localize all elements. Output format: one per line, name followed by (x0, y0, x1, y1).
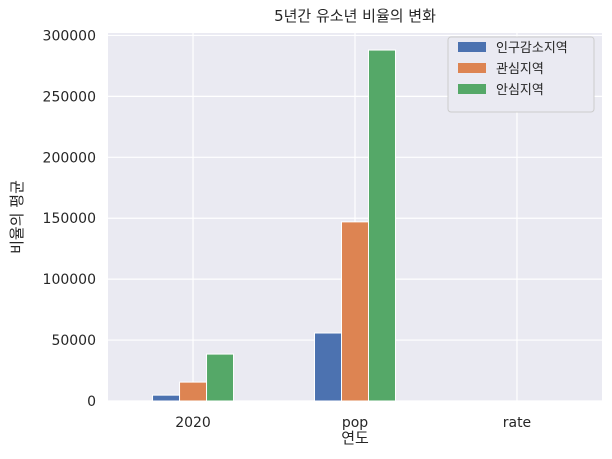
bar-2-pop (341, 221, 369, 402)
bar-1-2020 (152, 394, 181, 402)
legend-label: 인구감소지역 (496, 41, 568, 56)
x-tick-label: 2020 (175, 415, 211, 431)
legend-swatch (458, 84, 486, 94)
x-tick-label: pop (342, 415, 368, 431)
bars (152, 49, 558, 402)
bar-1-pop (314, 332, 343, 402)
x-tick-label: rate (503, 415, 531, 431)
legend-swatch (458, 63, 486, 73)
x-axis-label: 연도 (341, 429, 369, 447)
y-tick-label: 0 (87, 394, 96, 410)
y-tick-label: 200000 (43, 150, 96, 166)
y-axis-label: 비율의 평균 (8, 180, 26, 254)
y-tick-label: 50000 (51, 333, 96, 349)
y-tick-label: 300000 (43, 28, 96, 44)
y-tick-label: 250000 (43, 89, 96, 105)
x-tick-labels: 2020 pop rate (175, 415, 531, 431)
bar-3-pop (367, 49, 396, 402)
y-tick-labels: 0 50000 100000 150000 200000 250000 300000 (43, 28, 96, 410)
bar-2-2020 (179, 381, 208, 402)
legend-swatch (458, 42, 486, 52)
chart-title: 5년간 유소년 비율의 변화 (274, 7, 436, 25)
y-tick-label: 150000 (43, 211, 96, 227)
y-tick-label: 100000 (43, 272, 96, 288)
bar-3-2020 (206, 353, 235, 402)
legend-label: 안심지역 (496, 83, 544, 98)
legend-label: 관심지역 (496, 62, 544, 77)
